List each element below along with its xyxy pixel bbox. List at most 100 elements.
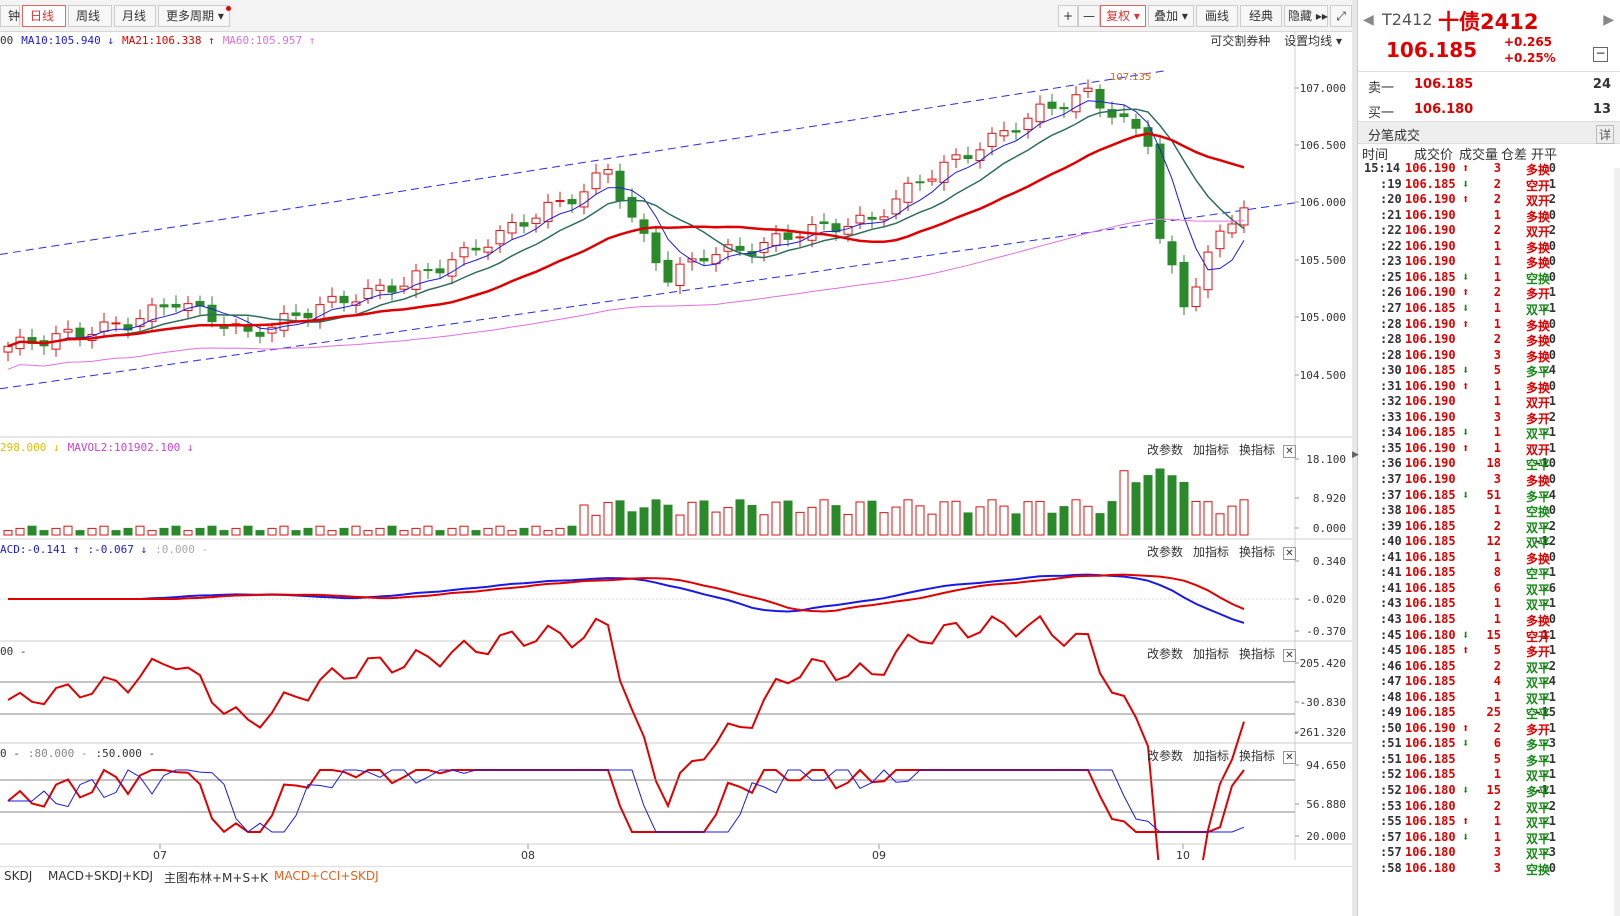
close-panel-icon[interactable]: ✕ — [1283, 751, 1296, 764]
trade-price: 106.185 — [1405, 705, 1456, 720]
bull-candle — [543, 201, 553, 223]
deliverable-bonds-button[interactable]: 可交割券种 — [1210, 34, 1271, 48]
trade-row: :51 106.185 5 -1 多平 — [1358, 752, 1620, 768]
bull-candle — [759, 241, 769, 253]
upper-channel-line — [0, 70, 1166, 255]
volume-bar — [243, 525, 253, 536]
date-axis-label: 07 — [153, 849, 167, 860]
trade-oi-delta: -1 — [1541, 751, 1556, 766]
bull-candle — [855, 214, 865, 224]
close-panel-icon[interactable]: ✕ — [1283, 445, 1296, 458]
volume-bar — [531, 525, 541, 536]
skdj-axis-label: 94.650 — [1306, 759, 1346, 772]
panel-splitter[interactable]: ▶ — [1352, 0, 1359, 916]
trade-price: 106.185 — [1405, 814, 1456, 829]
toolbar-button-1[interactable]: — — [1078, 5, 1100, 27]
trade-row: :51 106.185 ⬇ 6 -3 多平 — [1358, 736, 1620, 752]
trade-time: :38 — [1380, 503, 1402, 518]
trade-time: :37 — [1380, 472, 1402, 486]
trade-row: :53 106.180 2 -2 双平 — [1358, 799, 1620, 815]
trades-scrollbar[interactable] — [1614, 168, 1620, 916]
trade-row: :26 106.190 ⬆ 2 1 多开 — [1358, 285, 1620, 301]
period-tab-2[interactable]: 周线 — [68, 5, 112, 27]
prev-contract-arrow[interactable]: ◀ — [1363, 12, 1374, 28]
edit-params-button[interactable]: 改参数 — [1146, 443, 1183, 457]
trade-volume: 2 — [1493, 518, 1501, 533]
template-tab-1[interactable]: MACD+SKDJ+KDJ — [48, 869, 153, 883]
period-tab-0[interactable]: 钟 — [0, 5, 20, 27]
volume-axis-label: 18.100 — [1306, 453, 1346, 466]
toolbar-button-5[interactable]: 经典 — [1240, 5, 1282, 27]
volume-bar — [363, 530, 373, 536]
bull-candle — [1191, 286, 1201, 308]
bear-candle — [651, 232, 661, 264]
toolbar-button-2[interactable]: 复权 ▾ — [1100, 5, 1146, 27]
edit-params-button[interactable]: 改参数 — [1146, 545, 1183, 559]
toolbar-button-3[interactable]: 叠加 ▾ — [1148, 5, 1194, 27]
toolbar-button-4[interactable]: 画线 — [1196, 5, 1238, 27]
toolbar-button-0[interactable]: + — [1058, 5, 1078, 27]
period-tab-3[interactable]: 月线 — [114, 5, 156, 27]
add-indicator-button[interactable]: 加指标 — [1192, 647, 1229, 661]
price-change-pct: +0.25% — [1504, 51, 1556, 65]
arrow-down-icon: ⬇ — [1462, 425, 1470, 440]
trade-volume: 1 — [1493, 829, 1501, 844]
add-indicator-button[interactable]: 加指标 — [1192, 749, 1229, 763]
add-indicator-button[interactable]: 加指标 — [1192, 545, 1229, 559]
close-panel-icon[interactable]: ✕ — [1283, 547, 1296, 560]
switch-indicator-button[interactable]: 换指标 — [1238, 749, 1275, 763]
toolbar-button-7[interactable]: ⤢ — [1330, 5, 1352, 27]
trades-detail-button[interactable]: 详 — [1595, 125, 1614, 144]
trade-price: 106.185 — [1405, 534, 1456, 549]
trade-oi-delta: -1 — [1541, 767, 1556, 782]
trade-type: 多平 — [1526, 785, 1551, 799]
trade-row: :55 106.185 ⬆ 1 -1 双平 — [1358, 814, 1620, 830]
bear-candle — [171, 303, 181, 308]
ma5-line — [7, 100, 1245, 347]
volume-bar — [159, 527, 169, 536]
period-tab-1[interactable]: 日线 — [22, 5, 66, 27]
add-indicator-button[interactable]: 加指标 — [1192, 443, 1229, 457]
switch-indicator-button[interactable]: 换指标 — [1238, 647, 1275, 661]
edit-params-button[interactable]: 改参数 — [1146, 647, 1183, 661]
trade-row: :30 106.185 ⬇ 5 -4 多平 — [1358, 363, 1620, 379]
next-contract-arrow[interactable]: ▶ — [1603, 12, 1614, 28]
bull-candle — [1083, 87, 1093, 92]
kline-chart-svg[interactable]: 107.000 106.500 106.000 105.500 105.000 104.5… — [0, 32, 1352, 916]
edit-params-button[interactable]: 改参数 — [1146, 749, 1183, 763]
period-tab-4[interactable]: 更多周期 ▾ — [158, 5, 231, 27]
switch-indicator-button[interactable]: 换指标 — [1238, 545, 1275, 559]
template-tab-0[interactable]: SKDJ — [4, 869, 33, 883]
bull-candle — [903, 182, 913, 203]
trade-oi-delta: -12 — [1534, 534, 1556, 549]
price-axis-label: 104.500 — [1300, 369, 1346, 382]
arrow-up-icon: ⬆ — [1462, 720, 1470, 735]
bear-candle — [663, 259, 673, 283]
collapse-icon[interactable]: − — [1593, 47, 1608, 62]
template-tab-3[interactable]: MACD+CCI+SKDJ — [274, 869, 379, 883]
trades-title-bar: 分笔成交 详 — [1358, 122, 1620, 144]
ma-settings-button[interactable]: 设置均线 ▾ — [1284, 34, 1342, 48]
cci-axis-label: 205.420 — [1300, 657, 1346, 670]
trade-type: 多换 — [1526, 334, 1551, 349]
lower-channel-line — [0, 202, 1296, 390]
trade-volume: 1 — [1493, 689, 1501, 704]
close-panel-icon[interactable]: ✕ — [1283, 649, 1296, 662]
volume-bar — [99, 525, 109, 536]
switch-indicator-button[interactable]: 换指标 — [1238, 443, 1275, 457]
volume-bar — [1227, 505, 1237, 536]
trade-time: :25 — [1380, 269, 1402, 284]
trade-row: :43 106.185 1 -1 双平 — [1358, 596, 1620, 612]
trade-oi-delta: -3 — [1541, 736, 1556, 751]
trade-price: 106.185 — [1405, 767, 1456, 782]
volume-bar — [627, 511, 637, 536]
trade-oi-delta: -10 — [1534, 456, 1556, 471]
collapse-panel-arrow-icon[interactable]: ▶ — [1352, 450, 1359, 460]
skdj-legend-item: 0 - — [0, 747, 20, 760]
template-tab-2[interactable]: 主图布林+M+S+K — [164, 871, 269, 885]
toolbar-button-6[interactable]: 隐藏 ▸▸ — [1284, 5, 1328, 27]
chart-area[interactable]: 107.000 106.500 106.000 105.500 105.000 104.5… — [0, 32, 1352, 916]
indicator-panel-controls: 改参数 加指标 换指标 ✕ — [1137, 747, 1296, 764]
macd-dea-line — [8, 573, 1245, 613]
bear-candle — [639, 219, 649, 234]
